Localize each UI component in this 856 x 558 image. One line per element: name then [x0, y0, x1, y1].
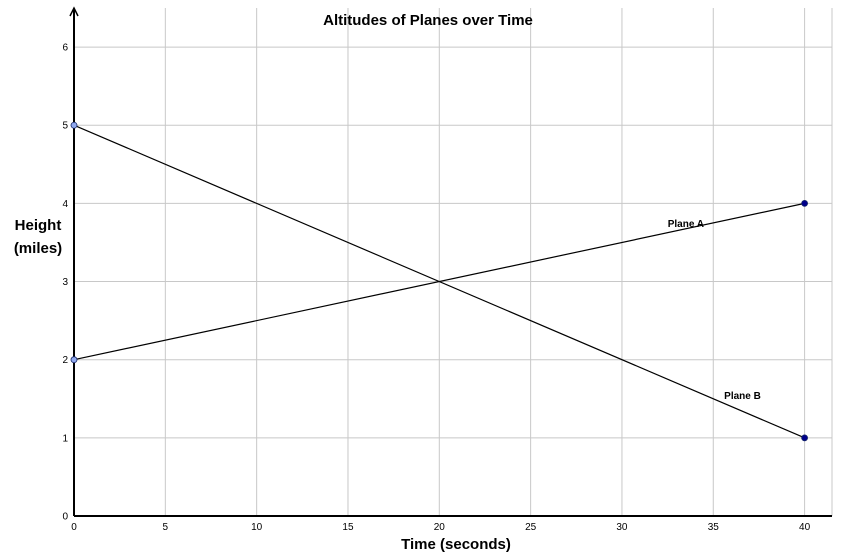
y-axis-arrow-icon — [69, 6, 79, 17]
x-tick-label: 0 — [71, 522, 77, 533]
chart-title: Altitudes of Planes over Time — [323, 12, 533, 29]
x-tick-label: 15 — [342, 522, 354, 533]
series-label-plane-b: Plane B — [724, 391, 761, 402]
y-tick-label: 4 — [62, 199, 68, 210]
data-point-plane-b — [70, 121, 78, 129]
x-tick-label: 30 — [616, 522, 628, 533]
y-tick-label: 6 — [62, 43, 68, 54]
series-line-plane-b — [73, 124, 805, 439]
y-tick-label: 1 — [62, 433, 68, 444]
series-label-plane-a: Plane A — [668, 219, 704, 230]
y-tick-label: 2 — [62, 355, 68, 366]
y-tick-label: 5 — [62, 121, 68, 132]
y-tick-label: 3 — [62, 277, 68, 288]
x-tick-label: 20 — [434, 522, 446, 533]
x-tick-label: 40 — [799, 522, 811, 533]
x-tick-label: 25 — [525, 522, 537, 533]
data-point-plane-a — [70, 356, 78, 364]
x-tick-label: 5 — [163, 522, 169, 533]
x-tick-label: 35 — [708, 522, 720, 533]
x-axis-label: Time (seconds) — [401, 536, 511, 553]
data-point-plane-a — [801, 199, 809, 207]
y-axis-label: Height (miles) — [6, 214, 70, 260]
data-point-plane-b — [801, 434, 809, 442]
y-axis-label-line2: (miles) — [13, 240, 63, 257]
y-axis-label-line1: Height — [14, 217, 62, 234]
x-tick-label: 10 — [251, 522, 263, 533]
y-tick-label: 0 — [62, 512, 68, 523]
